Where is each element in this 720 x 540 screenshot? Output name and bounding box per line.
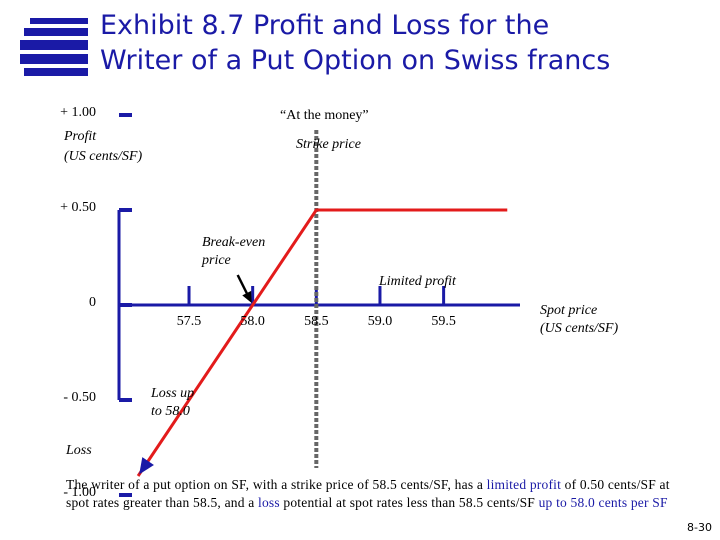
x-tick-label: 58.5: [304, 314, 329, 329]
note-text-3: potential at spot rates less than 58.5 c…: [279, 495, 539, 510]
y-axis-label: Profit (US cents/SF): [64, 127, 184, 167]
series-line: [136, 208, 508, 477]
x-tick-label: 59.5: [431, 314, 456, 329]
title-line-2: Writer of a Put Option on Swiss francs: [100, 45, 611, 76]
note-up-to: up to 58.0 cents per SF: [538, 495, 668, 510]
note-text-2: of 0.50 cents/SF at spot rates greater t…: [66, 477, 670, 510]
break-even-label: Break-even price: [202, 234, 265, 270]
publisher-logo: [20, 18, 88, 76]
y-tick-label: - 1.00: [63, 485, 96, 500]
limited-profit-label: Limited profit: [379, 274, 456, 289]
x-axis-label-line-1: Spot price: [540, 303, 598, 318]
y-axis-label-line-1: Profit: [64, 129, 97, 144]
title-line-1: Exhibit 8.7 Profit and Loss for the: [100, 10, 550, 41]
y-axis-label-line-2: (US cents/SF): [64, 149, 143, 164]
x-tick-label: 59.0: [368, 314, 393, 329]
explanatory-note: The writer of a put option on SF, with a…: [66, 476, 686, 512]
page-number: 8-30: [687, 521, 712, 534]
note-text-1: The writer of a put option on SF, with a…: [66, 477, 487, 492]
x-axis-label-line-2: (US cents/SF): [540, 321, 619, 336]
loss-up-label-line-2: to 58.0: [151, 404, 190, 419]
x-tick-label: 58.0: [240, 314, 265, 329]
y-tick-label: + 1.00: [60, 105, 96, 120]
strike-price-label: Strike price: [296, 137, 361, 152]
note-loss: loss: [258, 495, 280, 510]
page-title: Exhibit 8.7 Profit and Loss for the Writ…: [100, 8, 700, 78]
break-even-label-line-2: price: [202, 253, 231, 268]
x-axis-label: Spot price (US cents/SF): [540, 302, 618, 338]
y-tick-label: + 0.50: [60, 200, 96, 215]
x-tick-labels: 57.5 58.0 58.5 59.0 59.5: [177, 314, 456, 329]
note-limited-profit: limited profit: [486, 477, 562, 492]
y-tick-label: 0: [89, 295, 96, 310]
break-even-arrowhead: [242, 290, 252, 303]
at-the-money-label: “At the money”: [280, 108, 369, 123]
loss-axis-label: Loss: [66, 443, 92, 458]
y-ticks: [119, 113, 132, 497]
x-tick-label: 57.5: [177, 314, 202, 329]
y-tick-label: - 0.50: [63, 390, 96, 405]
break-even-label-line-1: Break-even: [202, 235, 266, 250]
loss-up-label: Loss up to 58.0: [151, 385, 194, 421]
loss-up-label-line-1: Loss up: [151, 386, 195, 401]
loss-arrowhead: [139, 457, 154, 475]
